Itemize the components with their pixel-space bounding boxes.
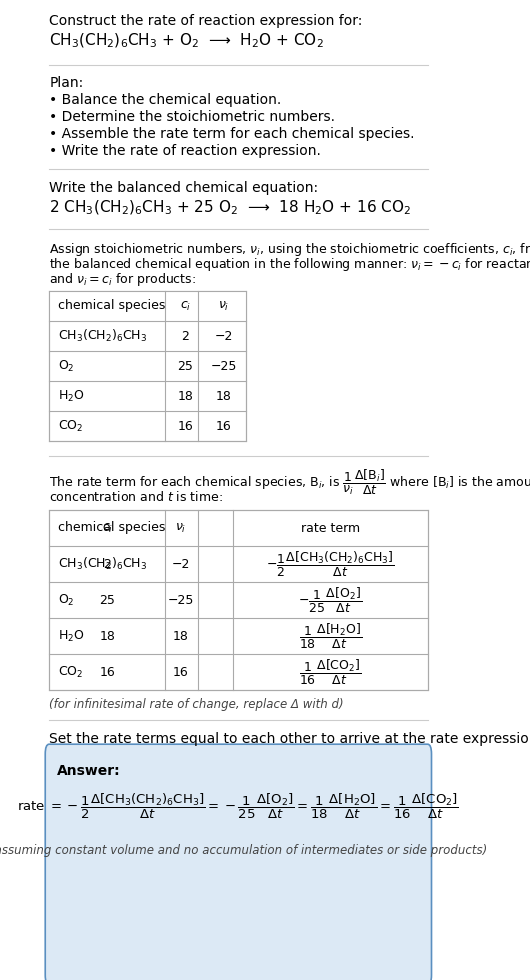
Text: concentration and $t$ is time:: concentration and $t$ is time: <box>49 490 223 504</box>
Bar <box>49 291 246 441</box>
Text: 16: 16 <box>216 419 232 432</box>
Text: O$_2$: O$_2$ <box>58 593 75 608</box>
Text: −25: −25 <box>168 594 194 607</box>
Text: CO$_2$: CO$_2$ <box>58 418 83 433</box>
Text: CO$_2$: CO$_2$ <box>58 664 83 679</box>
Text: $\nu_i$: $\nu_i$ <box>175 521 187 534</box>
Text: chemical species: chemical species <box>58 300 165 313</box>
Text: 25: 25 <box>99 594 115 607</box>
Text: 2: 2 <box>181 329 189 342</box>
Text: CH$_3$(CH$_2$)$_6$CH$_3$: CH$_3$(CH$_2$)$_6$CH$_3$ <box>58 556 147 572</box>
Text: 18: 18 <box>178 389 193 403</box>
Text: $c_i$: $c_i$ <box>102 521 113 534</box>
Text: Plan:: Plan: <box>49 76 83 90</box>
Text: 16: 16 <box>173 665 189 678</box>
Text: 18: 18 <box>216 389 232 403</box>
Text: • Assemble the rate term for each chemical species.: • Assemble the rate term for each chemic… <box>49 127 414 141</box>
Text: Assign stoichiometric numbers, $\nu_i$, using the stoichiometric coefficients, $: Assign stoichiometric numbers, $\nu_i$, … <box>49 241 530 258</box>
Text: −2: −2 <box>215 329 233 342</box>
Bar <box>49 291 246 321</box>
Text: −2: −2 <box>172 558 190 570</box>
Bar <box>49 510 428 690</box>
Text: −25: −25 <box>210 360 237 372</box>
Text: 16: 16 <box>100 665 115 678</box>
Text: $c_i$: $c_i$ <box>180 300 191 313</box>
Text: 2 CH$_3$(CH$_2$)$_6$CH$_3$ + 25 O$_2$  ⟶  18 H$_2$O + 16 CO$_2$: 2 CH$_3$(CH$_2$)$_6$CH$_3$ + 25 O$_2$ ⟶ … <box>49 199 411 218</box>
Text: • Determine the stoichiometric numbers.: • Determine the stoichiometric numbers. <box>49 110 335 124</box>
Text: • Write the rate of reaction expression.: • Write the rate of reaction expression. <box>49 144 321 158</box>
Text: $\dfrac{1}{18}\dfrac{\Delta[\mathrm{H_2O}]}{\Delta t}$: $\dfrac{1}{18}\dfrac{\Delta[\mathrm{H_2O… <box>299 621 362 651</box>
Text: (assuming constant volume and no accumulation of intermediates or side products): (assuming constant volume and no accumul… <box>0 844 487 857</box>
Text: CH$_3$(CH$_2$)$_6$CH$_3$: CH$_3$(CH$_2$)$_6$CH$_3$ <box>58 328 147 344</box>
Text: Write the balanced chemical equation:: Write the balanced chemical equation: <box>49 181 319 195</box>
Text: CH$_3$(CH$_2$)$_6$CH$_3$ + O$_2$  ⟶  H$_2$O + CO$_2$: CH$_3$(CH$_2$)$_6$CH$_3$ + O$_2$ ⟶ H$_2$… <box>49 32 324 50</box>
Text: chemical species: chemical species <box>58 521 165 534</box>
Text: H$_2$O: H$_2$O <box>58 628 85 644</box>
Text: $-\dfrac{1}{2}\dfrac{\Delta[\mathrm{CH_3(CH_2)_6CH_3}]}{\Delta t}$: $-\dfrac{1}{2}\dfrac{\Delta[\mathrm{CH_3… <box>266 550 395 578</box>
Text: rate $= -\dfrac{1}{2}\dfrac{\Delta[\mathrm{CH_3(CH_2)_6CH_3}]}{\Delta t} = -\dfr: rate $= -\dfrac{1}{2}\dfrac{\Delta[\math… <box>17 792 460 821</box>
Text: 25: 25 <box>178 360 193 372</box>
Text: 18: 18 <box>173 629 189 643</box>
Text: H$_2$O: H$_2$O <box>58 388 85 404</box>
Text: the balanced chemical equation in the following manner: $\nu_i = -c_i$ for react: the balanced chemical equation in the fo… <box>49 256 530 273</box>
Text: $-\dfrac{1}{25}\dfrac{\Delta[\mathrm{O_2}]}{\Delta t}$: $-\dfrac{1}{25}\dfrac{\Delta[\mathrm{O_2… <box>298 585 363 614</box>
Text: Set the rate terms equal to each other to arrive at the rate expression:: Set the rate terms equal to each other t… <box>49 732 530 746</box>
Text: The rate term for each chemical species, B$_i$, is $\dfrac{1}{\nu_i}\dfrac{\Delt: The rate term for each chemical species,… <box>49 468 530 497</box>
Text: rate term: rate term <box>301 521 360 534</box>
Text: 2: 2 <box>103 558 111 570</box>
Text: • Balance the chemical equation.: • Balance the chemical equation. <box>49 93 281 107</box>
FancyBboxPatch shape <box>45 744 431 980</box>
Text: $\dfrac{1}{16}\dfrac{\Delta[\mathrm{CO_2}]}{\Delta t}$: $\dfrac{1}{16}\dfrac{\Delta[\mathrm{CO_2… <box>299 658 361 687</box>
Text: $\nu_i$: $\nu_i$ <box>218 300 229 313</box>
Text: 16: 16 <box>178 419 193 432</box>
Text: Construct the rate of reaction expression for:: Construct the rate of reaction expressio… <box>49 14 363 28</box>
Text: and $\nu_i = c_i$ for products:: and $\nu_i = c_i$ for products: <box>49 271 196 288</box>
Text: (for infinitesimal rate of change, replace Δ with d): (for infinitesimal rate of change, repla… <box>49 698 344 711</box>
Text: Answer:: Answer: <box>57 764 120 778</box>
Text: O$_2$: O$_2$ <box>58 359 75 373</box>
Text: 18: 18 <box>99 629 115 643</box>
